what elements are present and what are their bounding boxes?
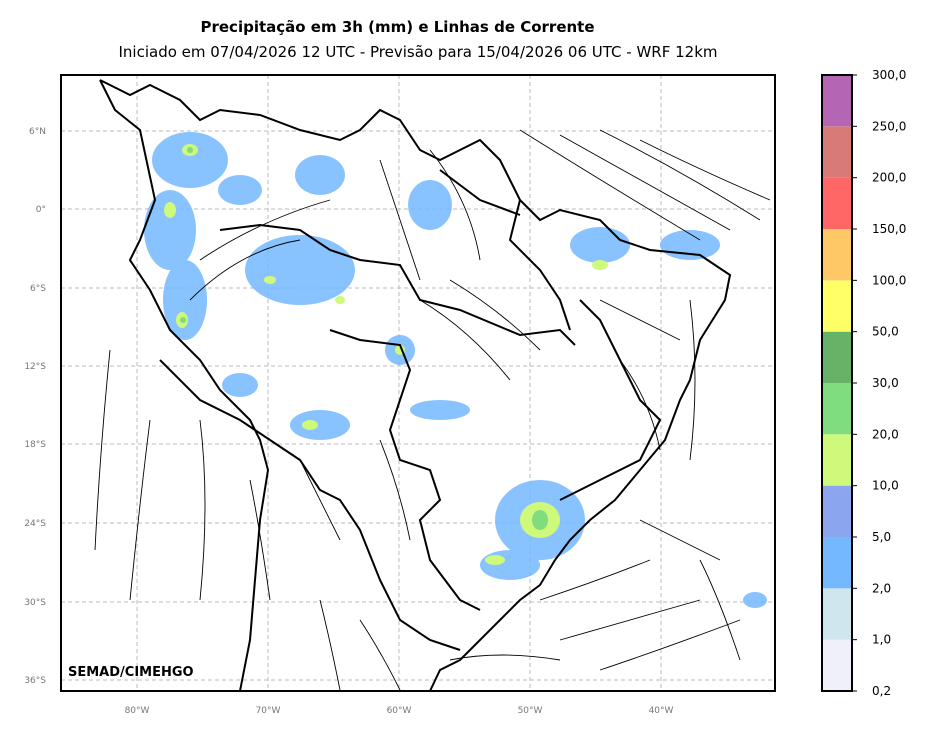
watermark: SEMAD/CIMEHGO	[68, 665, 194, 680]
colorbar-level-label: 0,2	[872, 684, 891, 698]
colorbar-level-label: 300,0	[872, 68, 906, 82]
map-subtitle: Iniciado em 07/04/2026 12 UTC - Previsão…	[118, 43, 718, 61]
colorbar-swatch	[822, 229, 852, 281]
colorbar-level-label: 1,0	[872, 633, 891, 647]
lon-label: 40°W	[649, 706, 674, 716]
colorbar-swatch	[822, 75, 852, 127]
colorbar-level-label: 2,0	[872, 581, 891, 595]
colorbar-level-label: 150,0	[872, 222, 906, 236]
country-borders	[99, 79, 732, 691]
lon-label: 60°W	[387, 706, 412, 716]
map-title: Precipitação em 3h (mm) e Linhas de Corr…	[200, 18, 595, 36]
precipitation-field	[144, 132, 767, 608]
colorbar-swatch	[822, 177, 852, 229]
colorbar-swatch	[822, 280, 852, 332]
colorbar-swatch	[822, 588, 852, 640]
colorbar-labels: 0,2 1,0 2,0 5,0 10,0 20,0 30,0 50,0 100,0 150,0 20…	[872, 68, 906, 698]
colorbar-swatch	[822, 639, 852, 691]
lon-label: 50°W	[518, 706, 543, 716]
colorbar-level-label: 50,0	[872, 325, 899, 339]
colorbar-level-label: 5,0	[872, 530, 891, 544]
lat-labels: 6°N 0° 6°S 12°S 18°S 24°S 30°S 36°S	[24, 127, 46, 686]
colorbar-level-label: 200,0	[872, 171, 906, 185]
lon-label: 70°W	[256, 706, 281, 716]
lat-label: 12°S	[24, 362, 46, 372]
colorbar-level-label: 10,0	[872, 479, 899, 493]
lat-label: 6°N	[29, 127, 46, 137]
colorbar-level-label: 30,0	[872, 376, 899, 390]
colorbar-swatch	[822, 331, 852, 383]
map-frame	[60, 74, 776, 692]
lat-label: 36°S	[24, 676, 46, 686]
colorbar-level-label: 100,0	[872, 273, 906, 287]
colorbar-level-label: 250,0	[872, 119, 906, 133]
lat-label: 24°S	[24, 519, 46, 529]
colorbar-swatch	[822, 537, 852, 589]
colorbar-swatch	[822, 383, 852, 435]
lat-label: 6°S	[30, 284, 46, 294]
colorbar-swatch	[822, 485, 852, 537]
graticule	[61, 75, 775, 691]
lat-label: 0°	[36, 205, 46, 215]
lon-labels: 80°W 70°W 60°W 50°W 40°W	[125, 706, 674, 716]
colorbar	[821, 74, 857, 692]
lon-label: 80°W	[125, 706, 150, 716]
lat-label: 30°S	[24, 598, 46, 608]
colorbar-swatch	[822, 126, 852, 178]
colorbar-level-label: 20,0	[872, 427, 899, 441]
lat-label: 18°S	[24, 440, 46, 450]
colorbar-swatch	[822, 434, 852, 486]
